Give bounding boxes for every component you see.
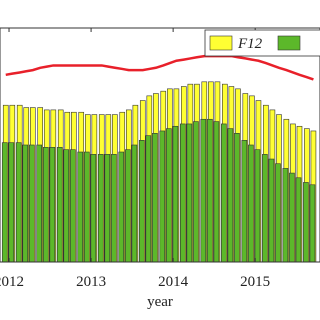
legend-label: F12 xyxy=(237,36,263,52)
bar xyxy=(90,154,97,263)
bar xyxy=(29,144,35,263)
bar xyxy=(70,149,76,263)
bar xyxy=(15,142,22,263)
bar xyxy=(186,123,193,263)
bar xyxy=(303,182,309,263)
bar xyxy=(213,121,220,263)
bar xyxy=(295,177,302,263)
bar xyxy=(22,144,29,263)
bar xyxy=(193,121,199,263)
bar xyxy=(145,135,152,263)
bar xyxy=(49,147,56,263)
bar xyxy=(309,184,316,263)
x-tick-label: 2015 xyxy=(240,274,270,290)
x-tick-label: 2012 xyxy=(0,274,24,290)
line xyxy=(5,54,314,81)
bar xyxy=(97,154,104,263)
legend-swatch xyxy=(209,35,233,51)
bar xyxy=(227,128,234,263)
plot-frame xyxy=(0,27,320,263)
bar xyxy=(275,163,281,263)
bar xyxy=(172,125,179,263)
bar xyxy=(254,149,261,263)
x-axis-label: year xyxy=(147,294,173,310)
x-tick-label: 2014 xyxy=(158,274,189,290)
bar xyxy=(200,118,207,263)
x-tick-label: 2013 xyxy=(76,274,106,290)
bar xyxy=(282,168,289,263)
bar xyxy=(125,149,131,263)
bar xyxy=(104,154,111,263)
bar xyxy=(131,144,138,263)
bar xyxy=(159,130,166,263)
bar xyxy=(8,142,15,263)
bar xyxy=(36,144,43,263)
bar xyxy=(221,123,227,263)
bar xyxy=(248,144,254,263)
bar xyxy=(241,140,248,263)
bar xyxy=(262,154,268,263)
legend-swatch xyxy=(277,35,301,51)
bar xyxy=(83,151,90,263)
bar xyxy=(138,140,145,263)
bar xyxy=(234,133,240,263)
bar xyxy=(1,142,8,263)
bar xyxy=(207,118,213,263)
bar xyxy=(111,154,117,263)
bar xyxy=(42,147,49,263)
bar xyxy=(166,128,172,263)
bar xyxy=(63,149,70,263)
bar xyxy=(152,133,158,263)
bar xyxy=(268,158,275,263)
bar xyxy=(56,147,63,263)
bar xyxy=(118,151,125,263)
bar xyxy=(77,151,84,263)
bar xyxy=(179,123,186,263)
bar xyxy=(289,172,295,263)
